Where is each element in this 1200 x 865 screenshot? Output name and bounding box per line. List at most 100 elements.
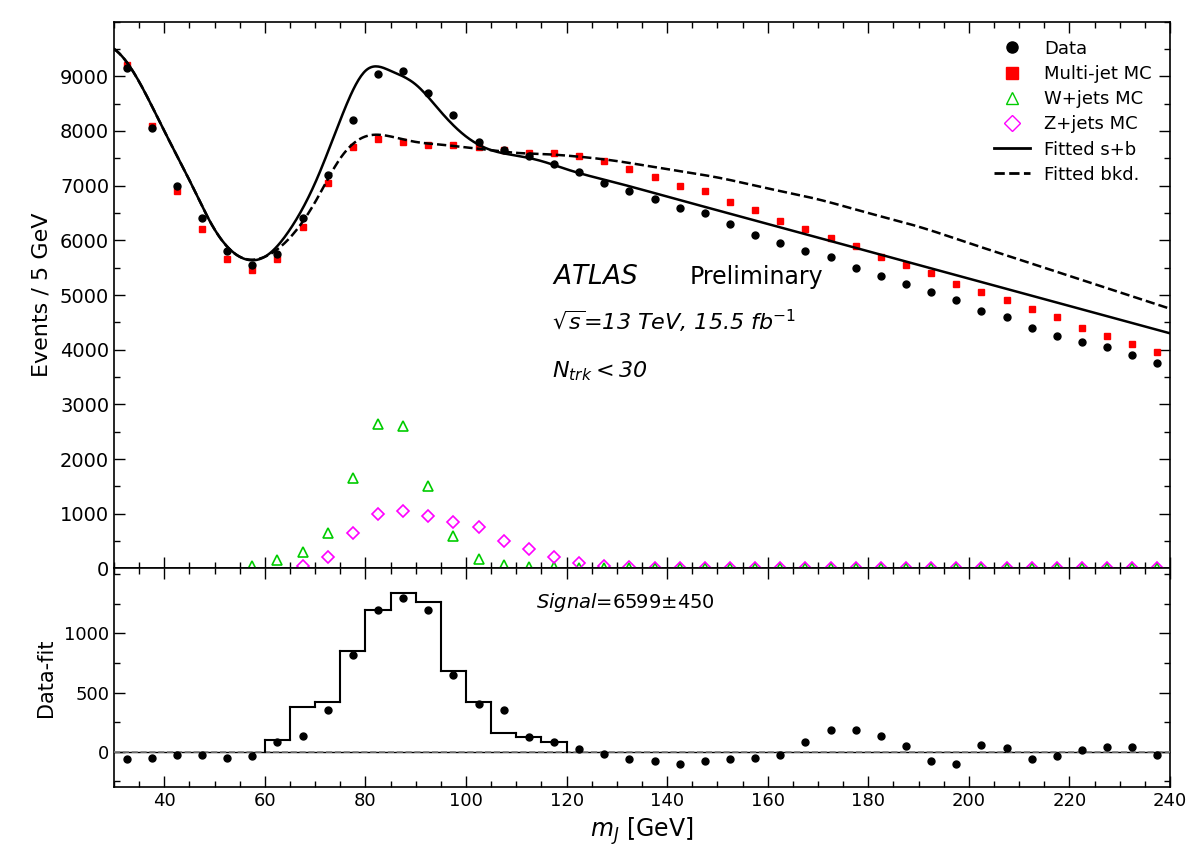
W+jets MC <box>371 419 385 429</box>
Z+jets MC <box>823 563 838 573</box>
W+jets MC <box>320 528 335 538</box>
Multi-jet MC <box>899 260 913 270</box>
Z+jets MC <box>722 563 737 573</box>
W+jets MC <box>346 473 360 484</box>
Fitted bkd. <box>907 221 922 231</box>
Data <box>320 170 335 180</box>
Multi-jet MC <box>119 61 133 71</box>
W+jets MC <box>1050 563 1064 573</box>
W+jets MC <box>421 481 436 491</box>
Data <box>848 262 863 272</box>
Multi-jet MC <box>598 156 612 166</box>
Y-axis label: Events / 5 GeV: Events / 5 GeV <box>31 213 52 377</box>
Multi-jet MC <box>924 268 938 279</box>
W+jets MC <box>672 563 686 573</box>
W+jets MC <box>748 563 762 573</box>
Line: Z+jets MC: Z+jets MC <box>299 507 1162 573</box>
Data <box>572 167 587 177</box>
Z+jets MC <box>1050 563 1064 573</box>
Data <box>1126 350 1140 361</box>
Z+jets MC <box>1100 563 1115 573</box>
Z+jets MC <box>1000 563 1014 573</box>
Data <box>497 145 511 156</box>
Multi-jet MC <box>672 181 686 191</box>
Multi-jet MC <box>421 139 436 150</box>
Multi-jet MC <box>472 142 486 152</box>
Data <box>949 295 964 305</box>
Z+jets MC <box>522 544 536 554</box>
Z+jets MC <box>647 562 661 573</box>
Data <box>547 158 562 169</box>
X-axis label: $m_J$ [GeV]: $m_J$ [GeV] <box>590 816 694 847</box>
W+jets MC <box>1075 563 1090 573</box>
Multi-jet MC <box>270 254 284 265</box>
W+jets MC <box>697 563 712 573</box>
Z+jets MC <box>1025 563 1039 573</box>
W+jets MC <box>295 547 310 557</box>
Multi-jet MC <box>194 224 209 234</box>
Fitted bkd. <box>720 174 734 184</box>
Z+jets MC <box>295 561 310 571</box>
W+jets MC <box>924 563 938 573</box>
Fitted bkd. <box>107 44 121 54</box>
Data <box>144 123 158 133</box>
Multi-jet MC <box>1100 330 1115 341</box>
Data <box>421 87 436 98</box>
Fitted s+b <box>1163 328 1177 338</box>
Multi-jet MC <box>295 221 310 232</box>
Data <box>672 202 686 213</box>
Z+jets MC <box>371 509 385 519</box>
Z+jets MC <box>1126 563 1140 573</box>
Multi-jet MC <box>848 240 863 251</box>
W+jets MC <box>446 530 461 541</box>
Data <box>396 66 410 76</box>
W+jets MC <box>547 562 562 573</box>
Data <box>169 181 184 191</box>
Multi-jet MC <box>547 148 562 158</box>
W+jets MC <box>1100 563 1115 573</box>
W+jets MC <box>974 563 989 573</box>
Fitted bkd. <box>1016 256 1031 266</box>
W+jets MC <box>798 563 812 573</box>
Multi-jet MC <box>169 186 184 196</box>
Multi-jet MC <box>874 252 888 262</box>
Data <box>697 208 712 218</box>
Multi-jet MC <box>949 279 964 289</box>
Multi-jet MC <box>623 164 637 175</box>
Multi-jet MC <box>773 216 787 227</box>
Fitted s+b <box>780 224 794 234</box>
W+jets MC <box>572 562 587 573</box>
Line: Fitted s+b: Fitted s+b <box>114 49 1170 333</box>
Z+jets MC <box>472 522 486 533</box>
Z+jets MC <box>547 552 562 562</box>
W+jets MC <box>899 563 913 573</box>
Z+jets MC <box>446 516 461 527</box>
Multi-jet MC <box>346 142 360 152</box>
Multi-jet MC <box>798 224 812 234</box>
W+jets MC <box>722 563 737 573</box>
Data <box>874 271 888 281</box>
Fitted bkd. <box>1163 304 1177 314</box>
Z+jets MC <box>974 563 989 573</box>
Text: $\mathit{ATLAS}$: $\mathit{ATLAS}$ <box>552 264 638 290</box>
Data <box>270 249 284 260</box>
Multi-jet MC <box>144 120 158 131</box>
Data <box>598 177 612 188</box>
Data <box>472 137 486 147</box>
W+jets MC <box>270 555 284 566</box>
Z+jets MC <box>497 536 511 547</box>
W+jets MC <box>522 561 536 572</box>
Fitted s+b <box>1016 288 1031 298</box>
Z+jets MC <box>623 562 637 573</box>
Text: $\sqrt{s}$=13 TeV, 15.5 fb$^{-1}$: $\sqrt{s}$=13 TeV, 15.5 fb$^{-1}$ <box>552 308 797 336</box>
Multi-jet MC <box>220 254 234 265</box>
Data <box>1151 358 1165 368</box>
Multi-jet MC <box>572 151 587 161</box>
Multi-jet MC <box>1050 311 1064 322</box>
Z+jets MC <box>697 563 712 573</box>
Data <box>522 151 536 161</box>
W+jets MC <box>848 563 863 573</box>
Data <box>798 246 812 256</box>
W+jets MC <box>823 563 838 573</box>
Multi-jet MC <box>748 205 762 215</box>
